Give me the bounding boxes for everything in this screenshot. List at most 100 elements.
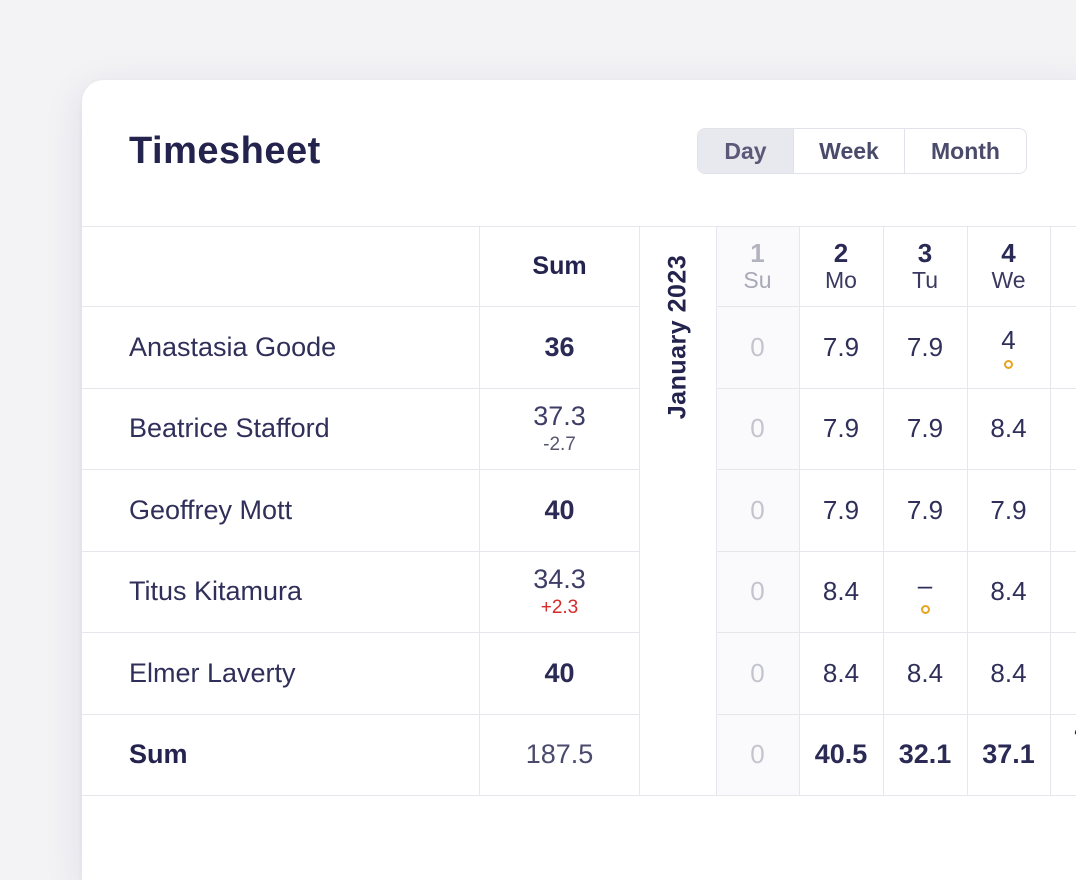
sum-value: 40	[544, 494, 575, 525]
timesheet-grid: January 2023 Sum 1 Su 2 Mo 3 Tu 4 We Anastasia Go…	[82, 226, 1076, 796]
hours-cell[interactable]: 8.4	[967, 632, 1050, 714]
totals-label: Sum	[129, 739, 188, 769]
employee-name[interactable]: Geoffrey Mott	[129, 494, 293, 525]
hours-cell[interactable]: 8.4	[967, 388, 1050, 469]
day-header-4[interactable]: 4 We	[967, 226, 1050, 306]
hours-cell[interactable]: 8.4	[799, 551, 883, 632]
row-divider	[716, 632, 1076, 633]
hours-value: 7.9	[822, 413, 860, 443]
hours-value: 8.4	[990, 576, 1027, 606]
hours-cell[interactable]: 0	[716, 388, 799, 469]
sum-value: 36	[544, 331, 575, 362]
weekday-label: Mo	[825, 266, 857, 293]
hours-value: 8.4	[990, 413, 1027, 443]
employee-name[interactable]: Titus Kitamura	[129, 576, 303, 606]
hours-cell[interactable]: 8.4	[967, 551, 1050, 632]
column-divider	[883, 226, 884, 795]
hours-value: 8.4	[990, 657, 1027, 688]
employee-sum: 40	[480, 632, 639, 714]
column-divider	[967, 226, 968, 795]
hours-value: 8.4	[822, 576, 860, 606]
weekday-label: We	[991, 266, 1026, 293]
column-divider	[479, 226, 480, 795]
hours-cell[interactable]: 7.9	[799, 388, 883, 469]
hours-value: 8.4	[906, 657, 944, 688]
row-divider	[82, 226, 1076, 227]
hours-value: 7.9	[906, 331, 944, 362]
grand-total: 187.5	[525, 739, 594, 769]
day-total: 0	[750, 739, 765, 769]
employee-name[interactable]: Beatrice Stafford	[129, 413, 330, 443]
row-divider	[82, 306, 640, 307]
day-header-2[interactable]: 2 Mo	[799, 226, 883, 306]
sum-value: 34.3	[533, 564, 586, 594]
day-header-1[interactable]: 1 Su	[716, 226, 799, 306]
day-number: 2	[833, 238, 849, 269]
hours-cell[interactable]: 7.9	[883, 388, 967, 469]
hours-cell[interactable]: 0	[716, 632, 799, 714]
column-divider	[799, 226, 800, 795]
hours-cell[interactable]: 7.9	[883, 306, 967, 388]
row-divider	[82, 795, 1076, 796]
row-divider	[716, 551, 1076, 552]
hours-cell[interactable]: 0	[716, 469, 799, 551]
row-divider	[82, 714, 640, 715]
hours-cell[interactable]: 7.9	[799, 469, 883, 551]
hours-value: 7.9	[990, 494, 1027, 525]
weekday-label: Su	[743, 266, 772, 293]
hours-value: 4	[1001, 325, 1016, 355]
employee-name[interactable]: Elmer Laverty	[129, 657, 296, 688]
hours-cell[interactable]: 0	[716, 551, 799, 632]
hours-cell[interactable]: 7.9	[799, 306, 883, 388]
row-divider	[82, 632, 640, 633]
view-toggle: Day Week Month	[697, 128, 1027, 174]
day-total: 32.1	[898, 739, 952, 769]
column-divider	[716, 226, 717, 795]
month-label: January 2023	[663, 254, 692, 420]
hours-value: 0	[750, 576, 765, 606]
hours-cell[interactable]: –	[883, 551, 967, 632]
hours-cell[interactable]: 8.4	[799, 632, 883, 714]
sum-delta: +2.3	[540, 597, 579, 618]
hours-value: 7.9	[906, 413, 944, 443]
employee-sum: 37.3 -2.7	[480, 388, 639, 469]
hours-cell[interactable]: 8.4	[883, 632, 967, 714]
sum-value: 40	[544, 657, 575, 688]
hours-value: 7.9	[822, 494, 860, 525]
row-divider	[82, 551, 640, 552]
weekday-label: Tu	[912, 266, 938, 293]
month-label-column: January 2023	[640, 226, 716, 796]
sum-column-header: Sum	[532, 251, 587, 280]
view-month-button[interactable]: Month	[931, 137, 1000, 164]
sum-delta: -2.7	[543, 434, 576, 455]
employee-name[interactable]: Anastasia Goode	[129, 331, 337, 362]
hours-cell[interactable]: 7.9	[967, 469, 1050, 551]
hours-value: 7.9	[906, 494, 944, 525]
employee-sum: 34.3 +2.3	[480, 551, 639, 632]
row-divider	[716, 714, 1076, 715]
pending-marker-icon	[1004, 360, 1013, 369]
day-total: 40.5	[814, 739, 868, 769]
hours-value: 0	[750, 331, 765, 362]
row-divider	[82, 469, 640, 470]
sum-value: 37.3	[533, 401, 586, 431]
pending-marker-icon	[920, 604, 930, 614]
hours-value: –	[917, 569, 933, 600]
hours-value: 0	[750, 494, 765, 525]
employee-sum: 40	[480, 469, 639, 551]
hours-value: 0	[750, 657, 765, 688]
employee-sum: 36	[480, 306, 639, 388]
hours-cell[interactable]: 4	[967, 306, 1050, 388]
row-divider	[716, 469, 1076, 470]
day-number: 1	[750, 238, 765, 269]
day-total: 37.1	[982, 739, 1035, 769]
column-divider	[1050, 226, 1051, 795]
hours-cell[interactable]: 0	[716, 306, 799, 388]
view-week-button[interactable]: Week	[794, 129, 905, 173]
day-header-3[interactable]: 3 Tu	[883, 226, 967, 306]
view-day-button[interactable]: Day	[698, 129, 794, 173]
day-number: 4	[1001, 238, 1016, 269]
hours-cell[interactable]: 7.9	[883, 469, 967, 551]
row-divider	[716, 388, 1076, 389]
weekend-column-shade	[716, 226, 799, 795]
